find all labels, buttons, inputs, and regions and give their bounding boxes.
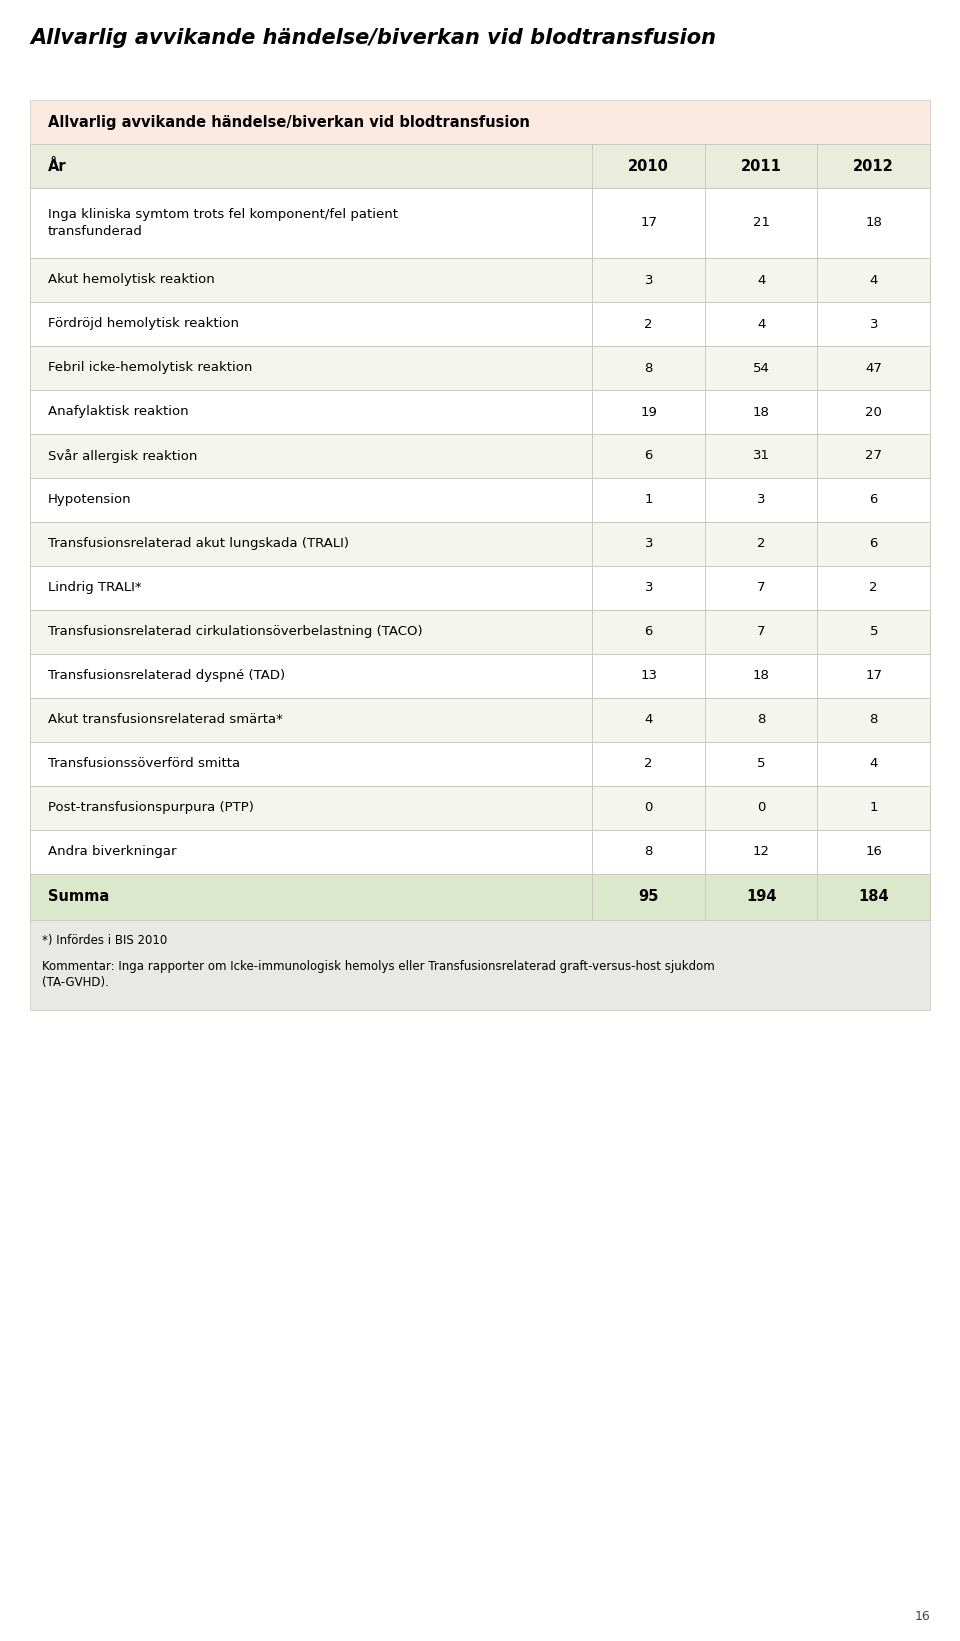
Text: 8: 8 <box>644 845 653 858</box>
Text: 4: 4 <box>757 317 765 330</box>
Text: 3: 3 <box>644 538 653 550</box>
Text: 8: 8 <box>757 714 765 727</box>
FancyBboxPatch shape <box>30 189 930 258</box>
FancyBboxPatch shape <box>30 258 930 302</box>
Text: Anafylaktisk reaktion: Anafylaktisk reaktion <box>48 405 188 418</box>
Text: 21: 21 <box>753 217 770 230</box>
FancyBboxPatch shape <box>30 875 930 921</box>
FancyBboxPatch shape <box>30 391 930 433</box>
Text: 2010: 2010 <box>628 159 669 174</box>
Text: Transfusionsrelaterad akut lungskada (TRALI): Transfusionsrelaterad akut lungskada (TR… <box>48 538 349 550</box>
Text: *) Infördes i BIS 2010: *) Infördes i BIS 2010 <box>42 934 167 947</box>
Text: Hypotension: Hypotension <box>48 494 132 507</box>
Text: Svår allergisk reaktion: Svår allergisk reaktion <box>48 450 198 463</box>
FancyBboxPatch shape <box>30 302 930 346</box>
Text: 8: 8 <box>644 361 653 374</box>
Text: 5: 5 <box>757 758 765 771</box>
Text: 20: 20 <box>865 405 882 418</box>
Text: 47: 47 <box>865 361 882 374</box>
Text: 4: 4 <box>757 274 765 287</box>
Text: 3: 3 <box>644 581 653 594</box>
Text: Andra biverkningar: Andra biverkningar <box>48 845 177 858</box>
Text: 17: 17 <box>640 217 658 230</box>
Text: 19: 19 <box>640 405 658 418</box>
Text: 2012: 2012 <box>853 159 894 174</box>
Text: 17: 17 <box>865 670 882 683</box>
Text: 6: 6 <box>870 494 878 507</box>
Text: 18: 18 <box>753 405 770 418</box>
Text: 16: 16 <box>865 845 882 858</box>
Text: 54: 54 <box>753 361 770 374</box>
FancyBboxPatch shape <box>30 100 930 144</box>
Text: 2: 2 <box>644 758 653 771</box>
FancyBboxPatch shape <box>30 566 930 610</box>
Text: 27: 27 <box>865 450 882 463</box>
Text: 4: 4 <box>870 274 878 287</box>
Text: 184: 184 <box>858 889 889 904</box>
FancyBboxPatch shape <box>30 610 930 655</box>
Text: 2: 2 <box>757 538 765 550</box>
Text: 95: 95 <box>638 889 659 904</box>
FancyBboxPatch shape <box>30 742 930 786</box>
Text: Allvarlig avvikande händelse/biverkan vid blodtransfusion: Allvarlig avvikande händelse/biverkan vi… <box>30 28 716 48</box>
Text: 2: 2 <box>644 317 653 330</box>
FancyBboxPatch shape <box>30 144 930 189</box>
Text: 194: 194 <box>746 889 777 904</box>
FancyBboxPatch shape <box>30 697 930 742</box>
Text: Fördröjd hemolytisk reaktion: Fördröjd hemolytisk reaktion <box>48 317 239 330</box>
Text: Allvarlig avvikande händelse/biverkan vid blodtransfusion: Allvarlig avvikande händelse/biverkan vi… <box>48 115 530 130</box>
Text: Febril icke-hemolytisk reaktion: Febril icke-hemolytisk reaktion <box>48 361 252 374</box>
FancyBboxPatch shape <box>30 433 930 478</box>
Text: 4: 4 <box>870 758 878 771</box>
Text: Transfusionsrelaterad dyspné (TAD): Transfusionsrelaterad dyspné (TAD) <box>48 670 285 683</box>
Text: Lindrig TRALI*: Lindrig TRALI* <box>48 581 142 594</box>
FancyBboxPatch shape <box>30 346 930 391</box>
Text: 2011: 2011 <box>741 159 781 174</box>
Text: 0: 0 <box>757 801 765 814</box>
Text: 7: 7 <box>757 625 765 638</box>
Text: Kommentar: Inga rapporter om Icke-immunologisk hemolys eller Transfusionsrelater: Kommentar: Inga rapporter om Icke-immuno… <box>42 960 715 990</box>
Text: 1: 1 <box>870 801 878 814</box>
FancyBboxPatch shape <box>30 655 930 697</box>
Text: 3: 3 <box>870 317 878 330</box>
Text: 8: 8 <box>870 714 878 727</box>
FancyBboxPatch shape <box>30 522 930 566</box>
Text: 18: 18 <box>865 217 882 230</box>
Text: Akut hemolytisk reaktion: Akut hemolytisk reaktion <box>48 274 215 287</box>
Text: Inga kliniska symtom trots fel komponent/fel patient
transfunderad: Inga kliniska symtom trots fel komponent… <box>48 208 398 238</box>
FancyBboxPatch shape <box>30 921 930 1009</box>
Text: 3: 3 <box>757 494 765 507</box>
Text: 1: 1 <box>644 494 653 507</box>
Text: 6: 6 <box>644 625 653 638</box>
Text: 16: 16 <box>914 1610 930 1623</box>
Text: 4: 4 <box>644 714 653 727</box>
Text: 6: 6 <box>644 450 653 463</box>
Text: Post-transfusionspurpura (PTP): Post-transfusionspurpura (PTP) <box>48 801 253 814</box>
Text: Akut transfusionsrelaterad smärta*: Akut transfusionsrelaterad smärta* <box>48 714 283 727</box>
FancyBboxPatch shape <box>30 786 930 830</box>
Text: 7: 7 <box>757 581 765 594</box>
Text: Summa: Summa <box>48 889 109 904</box>
Text: 6: 6 <box>870 538 878 550</box>
Text: År: År <box>48 159 66 174</box>
Text: 13: 13 <box>640 670 658 683</box>
Text: 3: 3 <box>644 274 653 287</box>
Text: 5: 5 <box>870 625 878 638</box>
FancyBboxPatch shape <box>30 478 930 522</box>
Text: 12: 12 <box>753 845 770 858</box>
Text: 2: 2 <box>870 581 878 594</box>
Text: Transfusionsrelaterad cirkulationsöverbelastning (TACO): Transfusionsrelaterad cirkulationsöverbe… <box>48 625 422 638</box>
Text: 31: 31 <box>753 450 770 463</box>
Text: 18: 18 <box>753 670 770 683</box>
Text: Transfusionssöverförd smitta: Transfusionssöverförd smitta <box>48 758 240 771</box>
Text: 0: 0 <box>644 801 653 814</box>
FancyBboxPatch shape <box>30 830 930 875</box>
